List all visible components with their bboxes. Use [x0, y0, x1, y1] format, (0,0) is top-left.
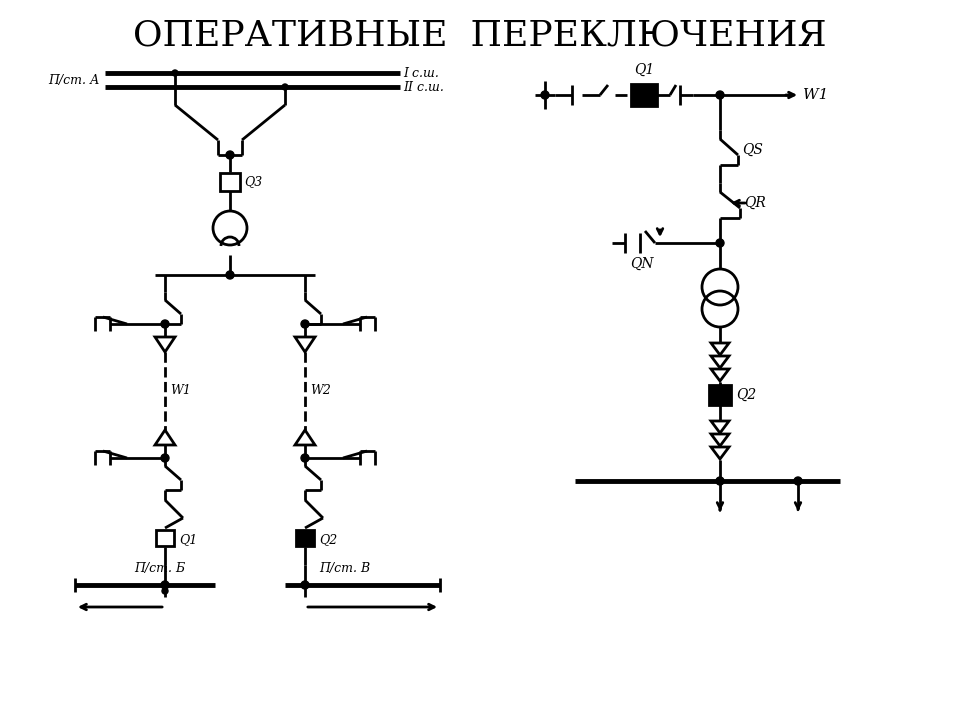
Text: W2: W2: [310, 384, 331, 397]
Bar: [220, 173, 240, 191]
Text: П/ст. А: П/ст. А: [49, 73, 100, 86]
Text: II с.ш.: II с.ш.: [403, 81, 444, 94]
Text: W1: W1: [170, 384, 191, 397]
Circle shape: [161, 581, 169, 589]
Circle shape: [226, 271, 234, 279]
Circle shape: [301, 320, 309, 328]
Text: ОПЕРАТИВНЫЕ  ПЕРЕКЛЮЧЕНИЯ: ОПЕРАТИВНЫЕ ПЕРЕКЛЮЧЕНИЯ: [133, 18, 827, 52]
Bar: [709, 385, 731, 405]
Circle shape: [301, 454, 309, 462]
Circle shape: [716, 477, 724, 485]
Text: W1: W1: [803, 88, 828, 102]
Circle shape: [541, 91, 549, 99]
Circle shape: [716, 239, 724, 247]
Circle shape: [172, 70, 178, 76]
Circle shape: [161, 454, 169, 462]
Circle shape: [794, 477, 802, 485]
Text: QR: QR: [744, 196, 766, 210]
Text: Q1: Q1: [634, 63, 654, 77]
Text: Q1: Q1: [179, 534, 197, 546]
Bar: [296, 530, 314, 546]
Bar: [631, 84, 657, 106]
Text: Q2: Q2: [319, 534, 337, 546]
Circle shape: [282, 84, 288, 90]
Text: Q2: Q2: [736, 388, 756, 402]
Circle shape: [301, 581, 309, 589]
Circle shape: [716, 91, 724, 99]
Circle shape: [161, 320, 169, 328]
Bar: [156, 530, 174, 546]
Text: QN: QN: [631, 257, 654, 271]
Text: Q3: Q3: [244, 176, 262, 189]
Circle shape: [226, 151, 234, 159]
Text: П/ст. Б: П/ст. Б: [134, 562, 185, 575]
Text: I с.ш.: I с.ш.: [403, 66, 439, 79]
Text: П/ст. В: П/ст. В: [320, 562, 371, 575]
Text: QS: QS: [742, 143, 763, 157]
Circle shape: [162, 588, 168, 594]
